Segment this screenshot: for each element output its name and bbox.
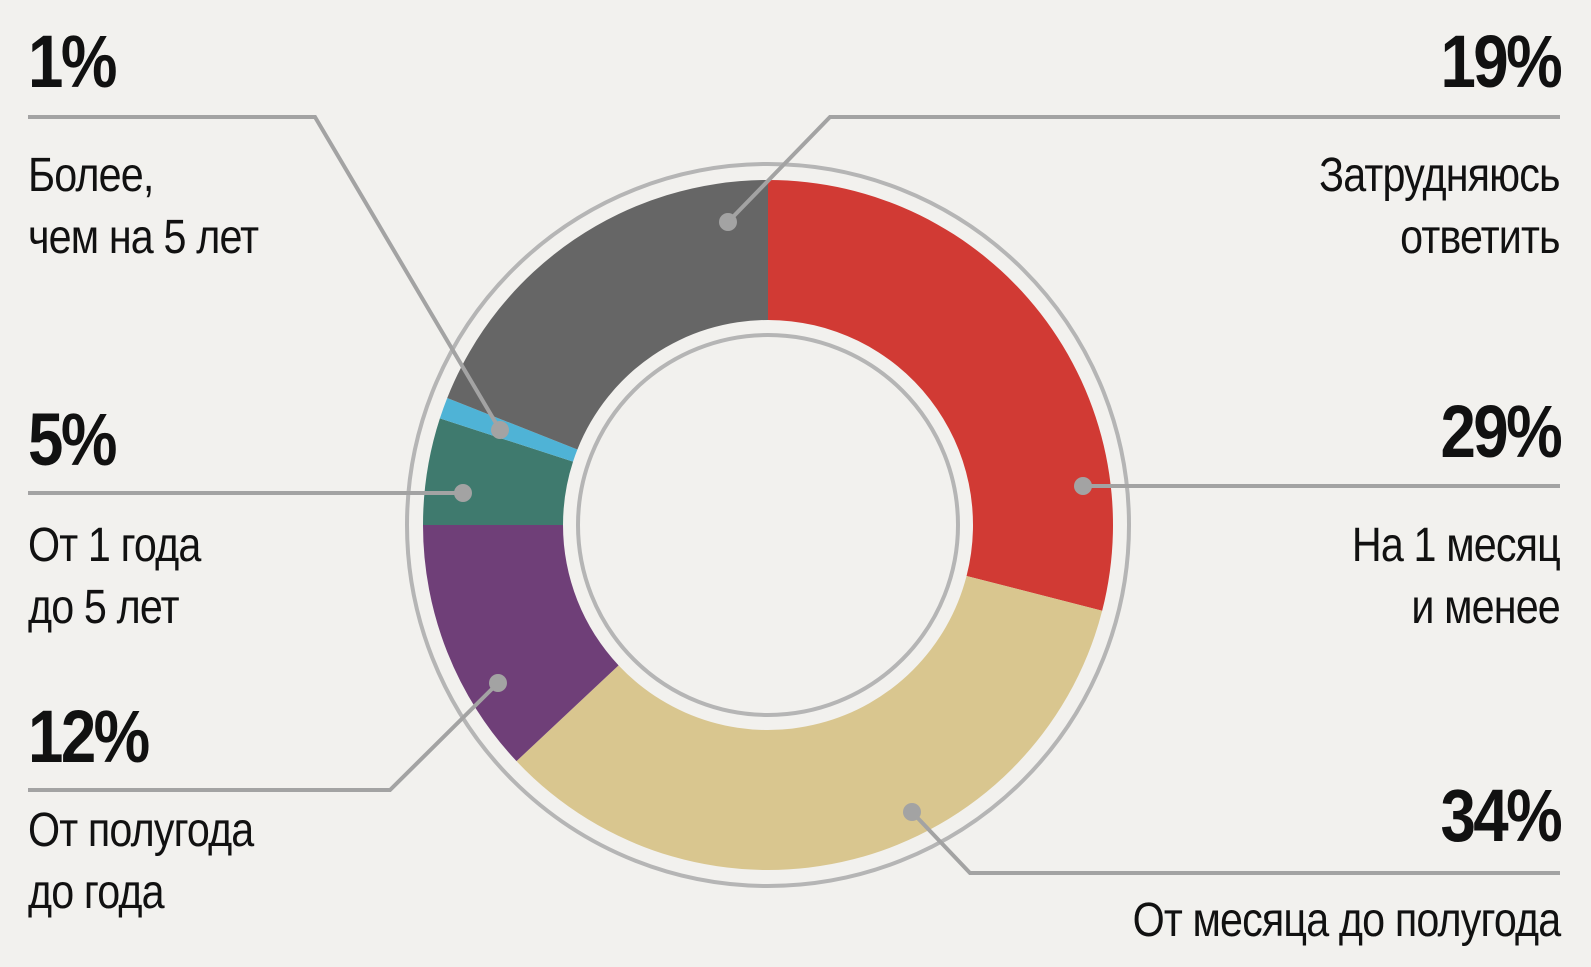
label-box: Затрудняюсь ответить <box>1280 145 1560 269</box>
label-box: 12% <box>28 697 167 777</box>
label-box: 19% <box>1421 20 1562 103</box>
leader-dot <box>719 213 737 231</box>
category-label: Более, чем на 5 лет <box>28 149 259 264</box>
leaders <box>28 115 1560 875</box>
slices <box>423 180 1113 870</box>
slice <box>447 180 768 450</box>
value-label: 1% <box>28 20 117 103</box>
category-label: От месяца до полугода <box>1132 894 1561 947</box>
leader-line <box>28 681 500 792</box>
value-label: 12% <box>28 695 150 778</box>
label-box: 34% <box>1421 774 1562 857</box>
leader-dot <box>491 421 509 439</box>
value-label: 19% <box>1440 20 1562 103</box>
leader-line <box>910 810 1560 875</box>
leader-dot <box>454 484 472 502</box>
value-label: 5% <box>28 398 117 481</box>
label-box: 1% <box>28 22 129 102</box>
slice <box>516 575 1103 870</box>
leader-dots <box>454 213 1092 821</box>
label-box: От полугода до года <box>28 800 290 924</box>
category-label: На 1 месяц и менее <box>1351 519 1561 634</box>
category-label: Затрудняюсь ответить <box>1319 149 1560 264</box>
label-box: От 1 года до 5 лет <box>28 515 228 639</box>
label-box: На 1 месяц и менее <box>1318 515 1561 639</box>
slice <box>423 525 619 762</box>
label-box: Более, чем на 5 лет <box>28 145 296 269</box>
label-box: 5% <box>28 400 129 480</box>
outer-ring <box>405 162 1131 888</box>
label-box: 29% <box>1421 390 1562 473</box>
leader-dot <box>903 803 921 821</box>
value-label: 29% <box>1440 390 1562 473</box>
leader-line <box>726 115 1560 224</box>
leader-dot <box>1074 477 1092 495</box>
value-label: 34% <box>1440 774 1562 857</box>
category-label: От 1 года до 5 лет <box>28 519 201 634</box>
label-box: От месяца до полугода <box>1063 890 1561 952</box>
leader-line <box>28 115 502 432</box>
category-label: От полугода до года <box>28 804 254 919</box>
slice <box>768 180 1113 611</box>
inner-ring <box>576 333 960 717</box>
leader-dot <box>489 674 507 692</box>
